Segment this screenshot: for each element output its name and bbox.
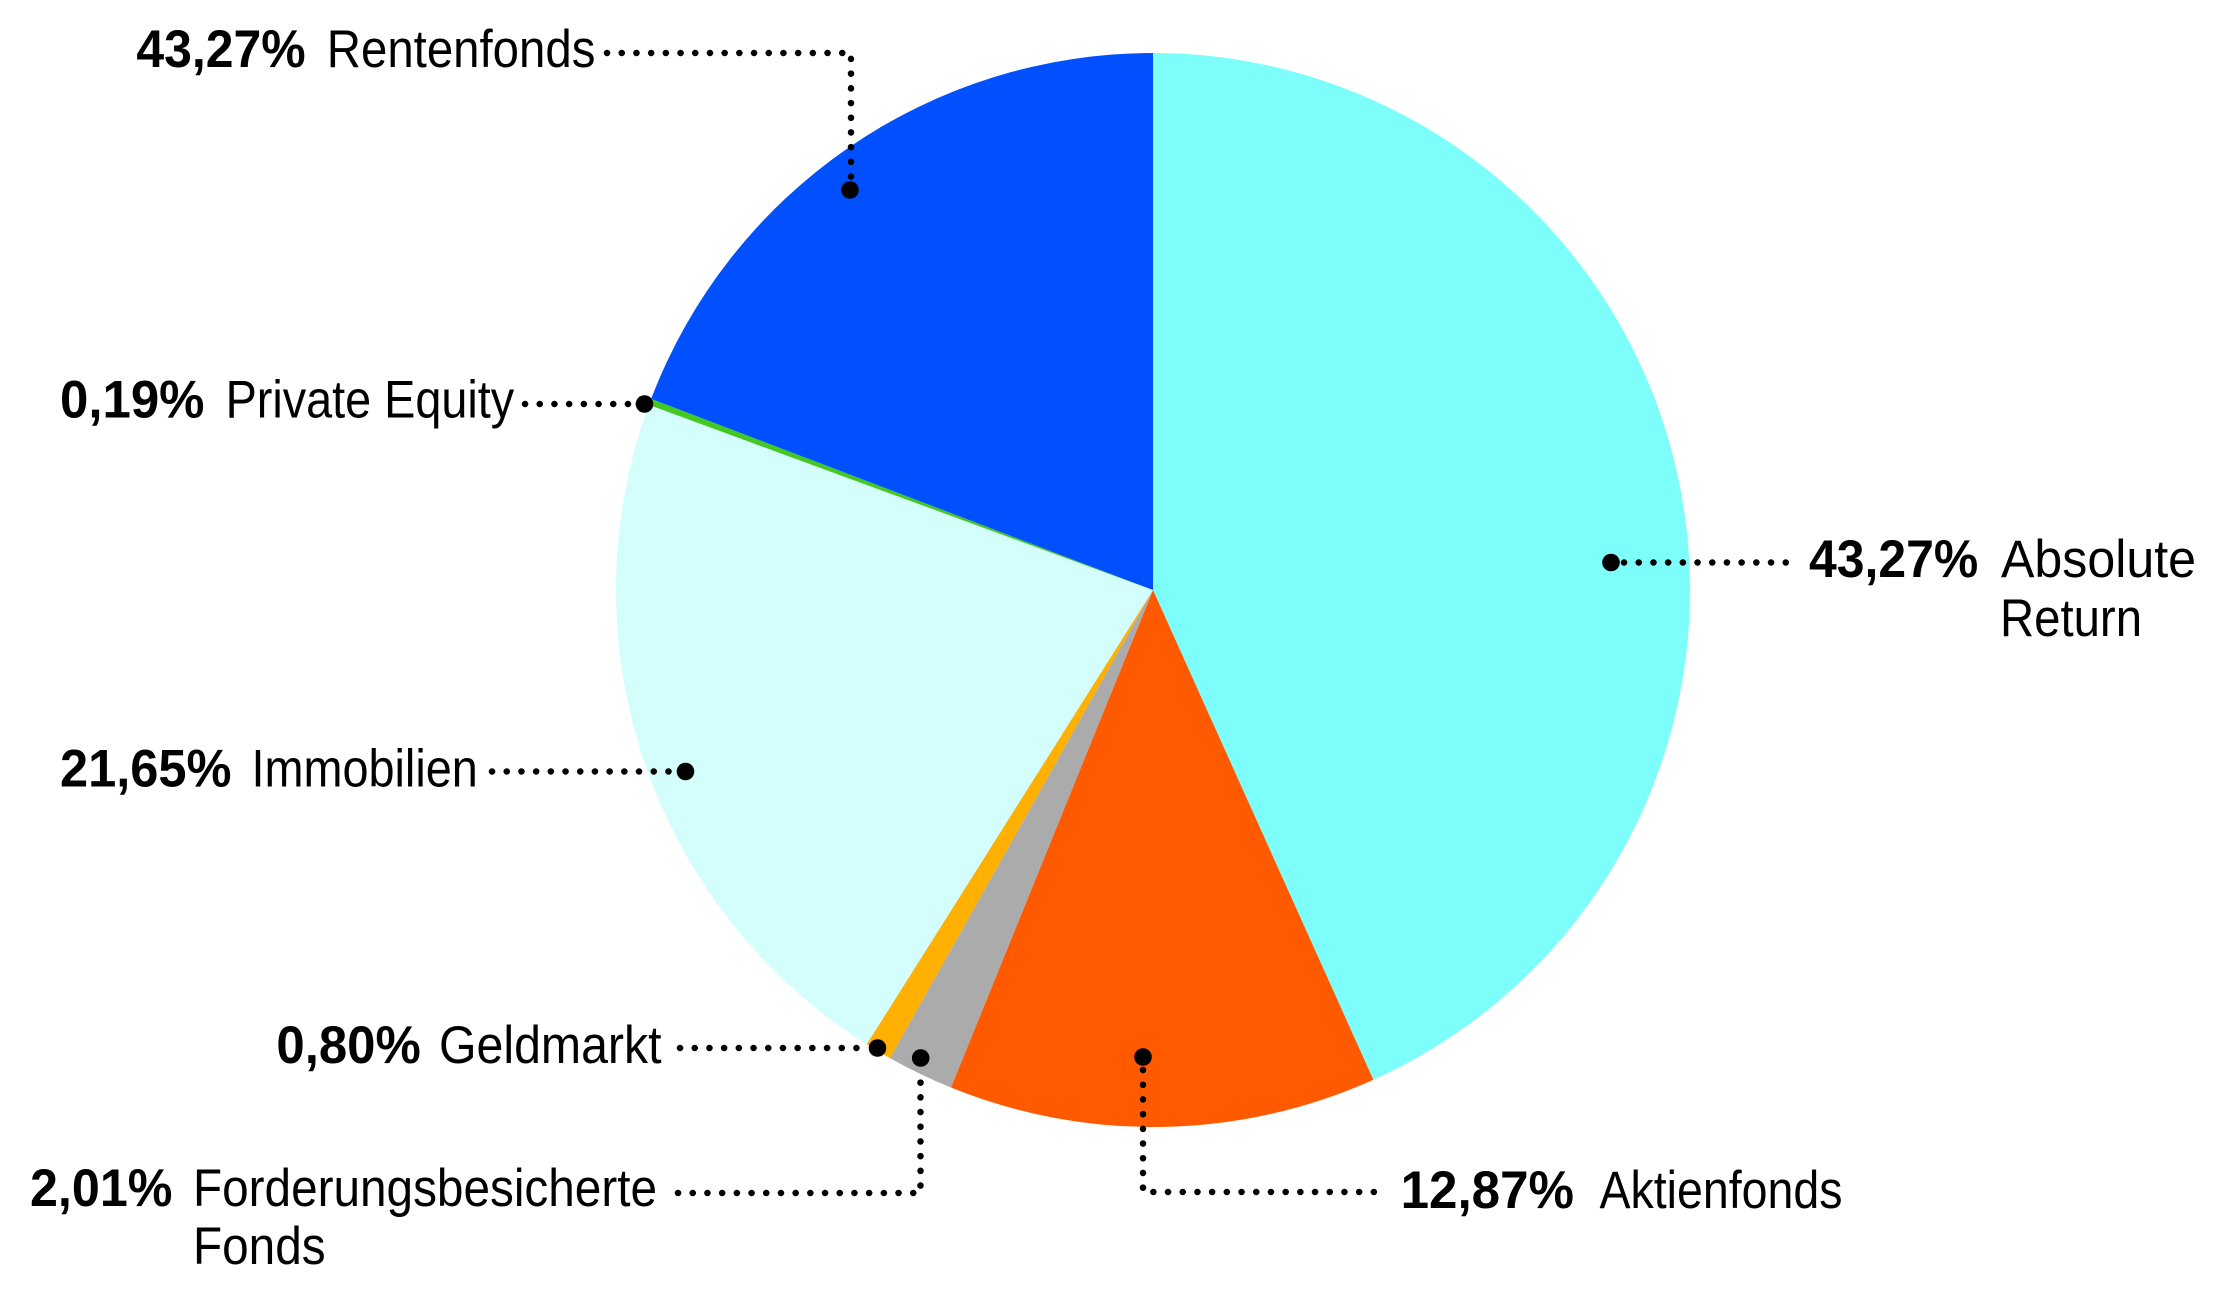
svg-text:43,27%: 43,27%	[136, 20, 305, 79]
svg-text:21,65%: 21,65%	[60, 739, 232, 798]
svg-text:Rentenfonds: Rentenfonds	[327, 20, 596, 79]
svg-text:12,87%: 12,87%	[1401, 1161, 1574, 1220]
svg-text:43,27%: 43,27%	[1809, 530, 1978, 589]
svg-text:Fonds: Fonds	[193, 1217, 326, 1276]
svg-text:0,19%: 0,19%	[60, 371, 205, 430]
svg-text:Private Equity: Private Equity	[226, 371, 515, 430]
svg-text:Immobilien: Immobilien	[252, 739, 478, 798]
svg-text:Forderungsbesicherte: Forderungsbesicherte	[193, 1159, 657, 1218]
svg-text:0,80%: 0,80%	[276, 1016, 420, 1075]
svg-text:Geldmarkt: Geldmarkt	[439, 1016, 662, 1075]
svg-text:Aktienfonds: Aktienfonds	[1600, 1161, 1843, 1220]
svg-text:Absolute: Absolute	[2001, 530, 2196, 589]
svg-text:2,01%: 2,01%	[30, 1159, 172, 1218]
svg-text:Return: Return	[2000, 589, 2142, 648]
